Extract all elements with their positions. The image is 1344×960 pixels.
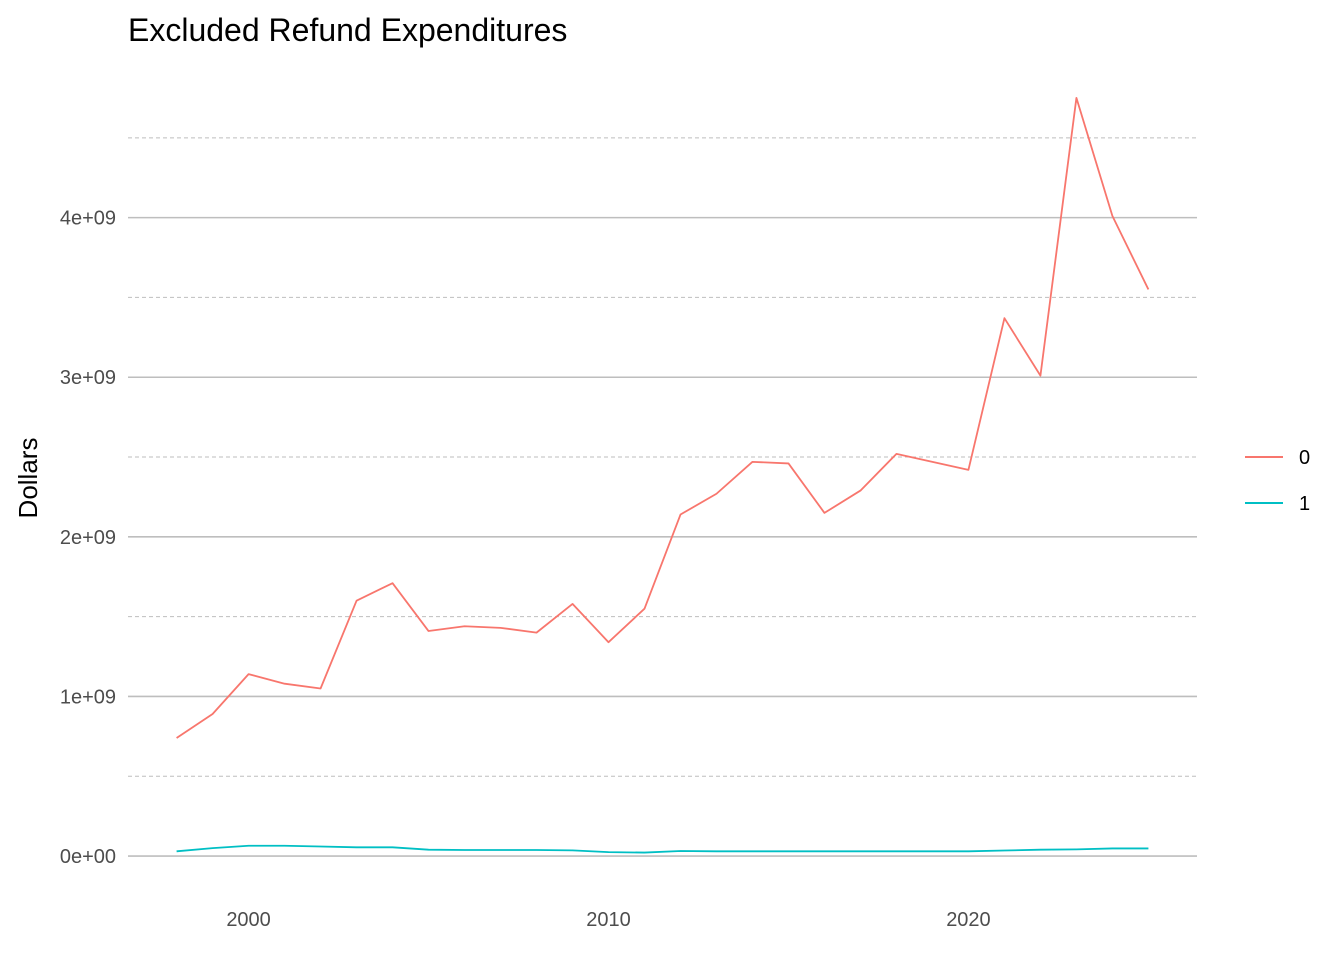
grid-lines <box>128 137 1197 857</box>
y-tick-label: 1e+09 <box>60 686 116 708</box>
y-tick-label: 4e+09 <box>60 208 116 230</box>
series-line-1 <box>176 844 1149 854</box>
x-tick-label: 2020 <box>946 909 991 931</box>
series-lines <box>176 97 1150 854</box>
legend-label-0: 0 <box>1299 447 1310 469</box>
y-tick-label: 2e+09 <box>60 527 116 549</box>
x-tick-label: 2000 <box>226 909 271 931</box>
axis-labels: 0e+00 1e+09 2e+09 3e+09 4e+09 2000 2010 2020 <box>60 208 991 931</box>
x-tick-label: 2010 <box>586 909 631 931</box>
series-line-0 <box>176 97 1150 739</box>
legend-label-1: 1 <box>1299 493 1310 515</box>
y-axis-title: Dollars <box>13 438 43 519</box>
chart-title: Excluded Refund Expenditures <box>128 12 567 48</box>
legend: 01 <box>1245 447 1310 515</box>
y-tick-label: 0e+00 <box>60 846 116 868</box>
y-tick-label: 3e+09 <box>60 367 116 389</box>
